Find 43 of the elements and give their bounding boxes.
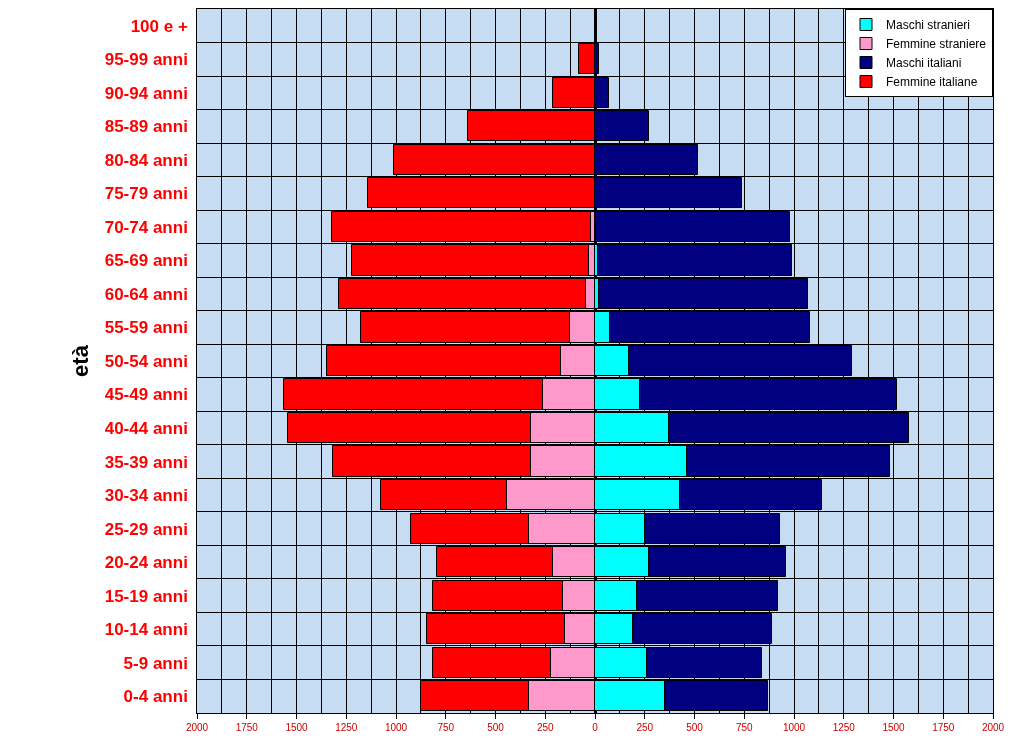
y-tick-label: 40-44 anni (104, 419, 188, 438)
y-tick-label: 45-49 anni (104, 385, 188, 405)
y-tick-label: 35-39 anni (104, 452, 188, 472)
y-tick-label: 60-64 anni (104, 284, 188, 304)
legend-label: Femmine straniere (886, 37, 987, 52)
y-tick-label: 10-14 anni (104, 620, 188, 640)
x-tick-label: 2000 (185, 722, 209, 733)
x-tick-label: 0 (592, 722, 599, 733)
x-tick-label: 1250 (335, 722, 358, 733)
y-tick-label: 25-29 anni (104, 519, 188, 539)
x-tick-label: 500 (686, 722, 704, 733)
y-axis-title: età (67, 344, 93, 377)
x-tick-label: 250 (636, 722, 654, 733)
x-tick-label: 1500 (285, 722, 309, 733)
x-tick-label: 1750 (235, 722, 259, 733)
y-tick-label: 15-19 anni (104, 586, 188, 606)
y-tick-label: 100 e + (130, 16, 188, 36)
x-tick-label: 1250 (832, 722, 856, 733)
y-tick-label: 5-9 anni (123, 653, 188, 673)
x-tick-label: 750 (437, 722, 455, 733)
y-tick-label: 65-69 anni (104, 251, 188, 271)
x-tick-label: 1500 (882, 722, 906, 733)
legend-label: Maschi italiani (886, 56, 962, 71)
y-tick-label: 75-79 anni (104, 184, 188, 204)
y-tick-label: 0-4 anni (123, 687, 188, 707)
y-tick-label: 90-94 anni (104, 83, 188, 103)
y-tick-label: 85-89 anni (104, 117, 188, 137)
y-tick-label: 30-34 anni (104, 486, 188, 506)
y-tick-label: 50-54 anni (104, 351, 188, 371)
y-tick-label: 55-59 anni (104, 318, 188, 338)
y-tick-label: 80-84 anni (104, 150, 188, 170)
x-tick-label: 2000 (981, 722, 1005, 733)
x-tick-label: 750 (735, 722, 754, 733)
x-tick-label: 1000 (782, 722, 806, 733)
y-tick-label: 95-99 anni (104, 50, 188, 70)
y-tick-label: 20-24 anni (104, 553, 188, 573)
legend-label: Maschi stranieri (886, 18, 971, 33)
y-tick-label: 70-74 anni (104, 217, 188, 237)
x-tick-label: 500 (487, 722, 505, 733)
x-tick-label: 1750 (932, 722, 955, 733)
legend-label: Femmine italiane (886, 75, 978, 90)
x-tick-label: 250 (536, 722, 555, 733)
x-tick-label: 1000 (384, 722, 408, 733)
